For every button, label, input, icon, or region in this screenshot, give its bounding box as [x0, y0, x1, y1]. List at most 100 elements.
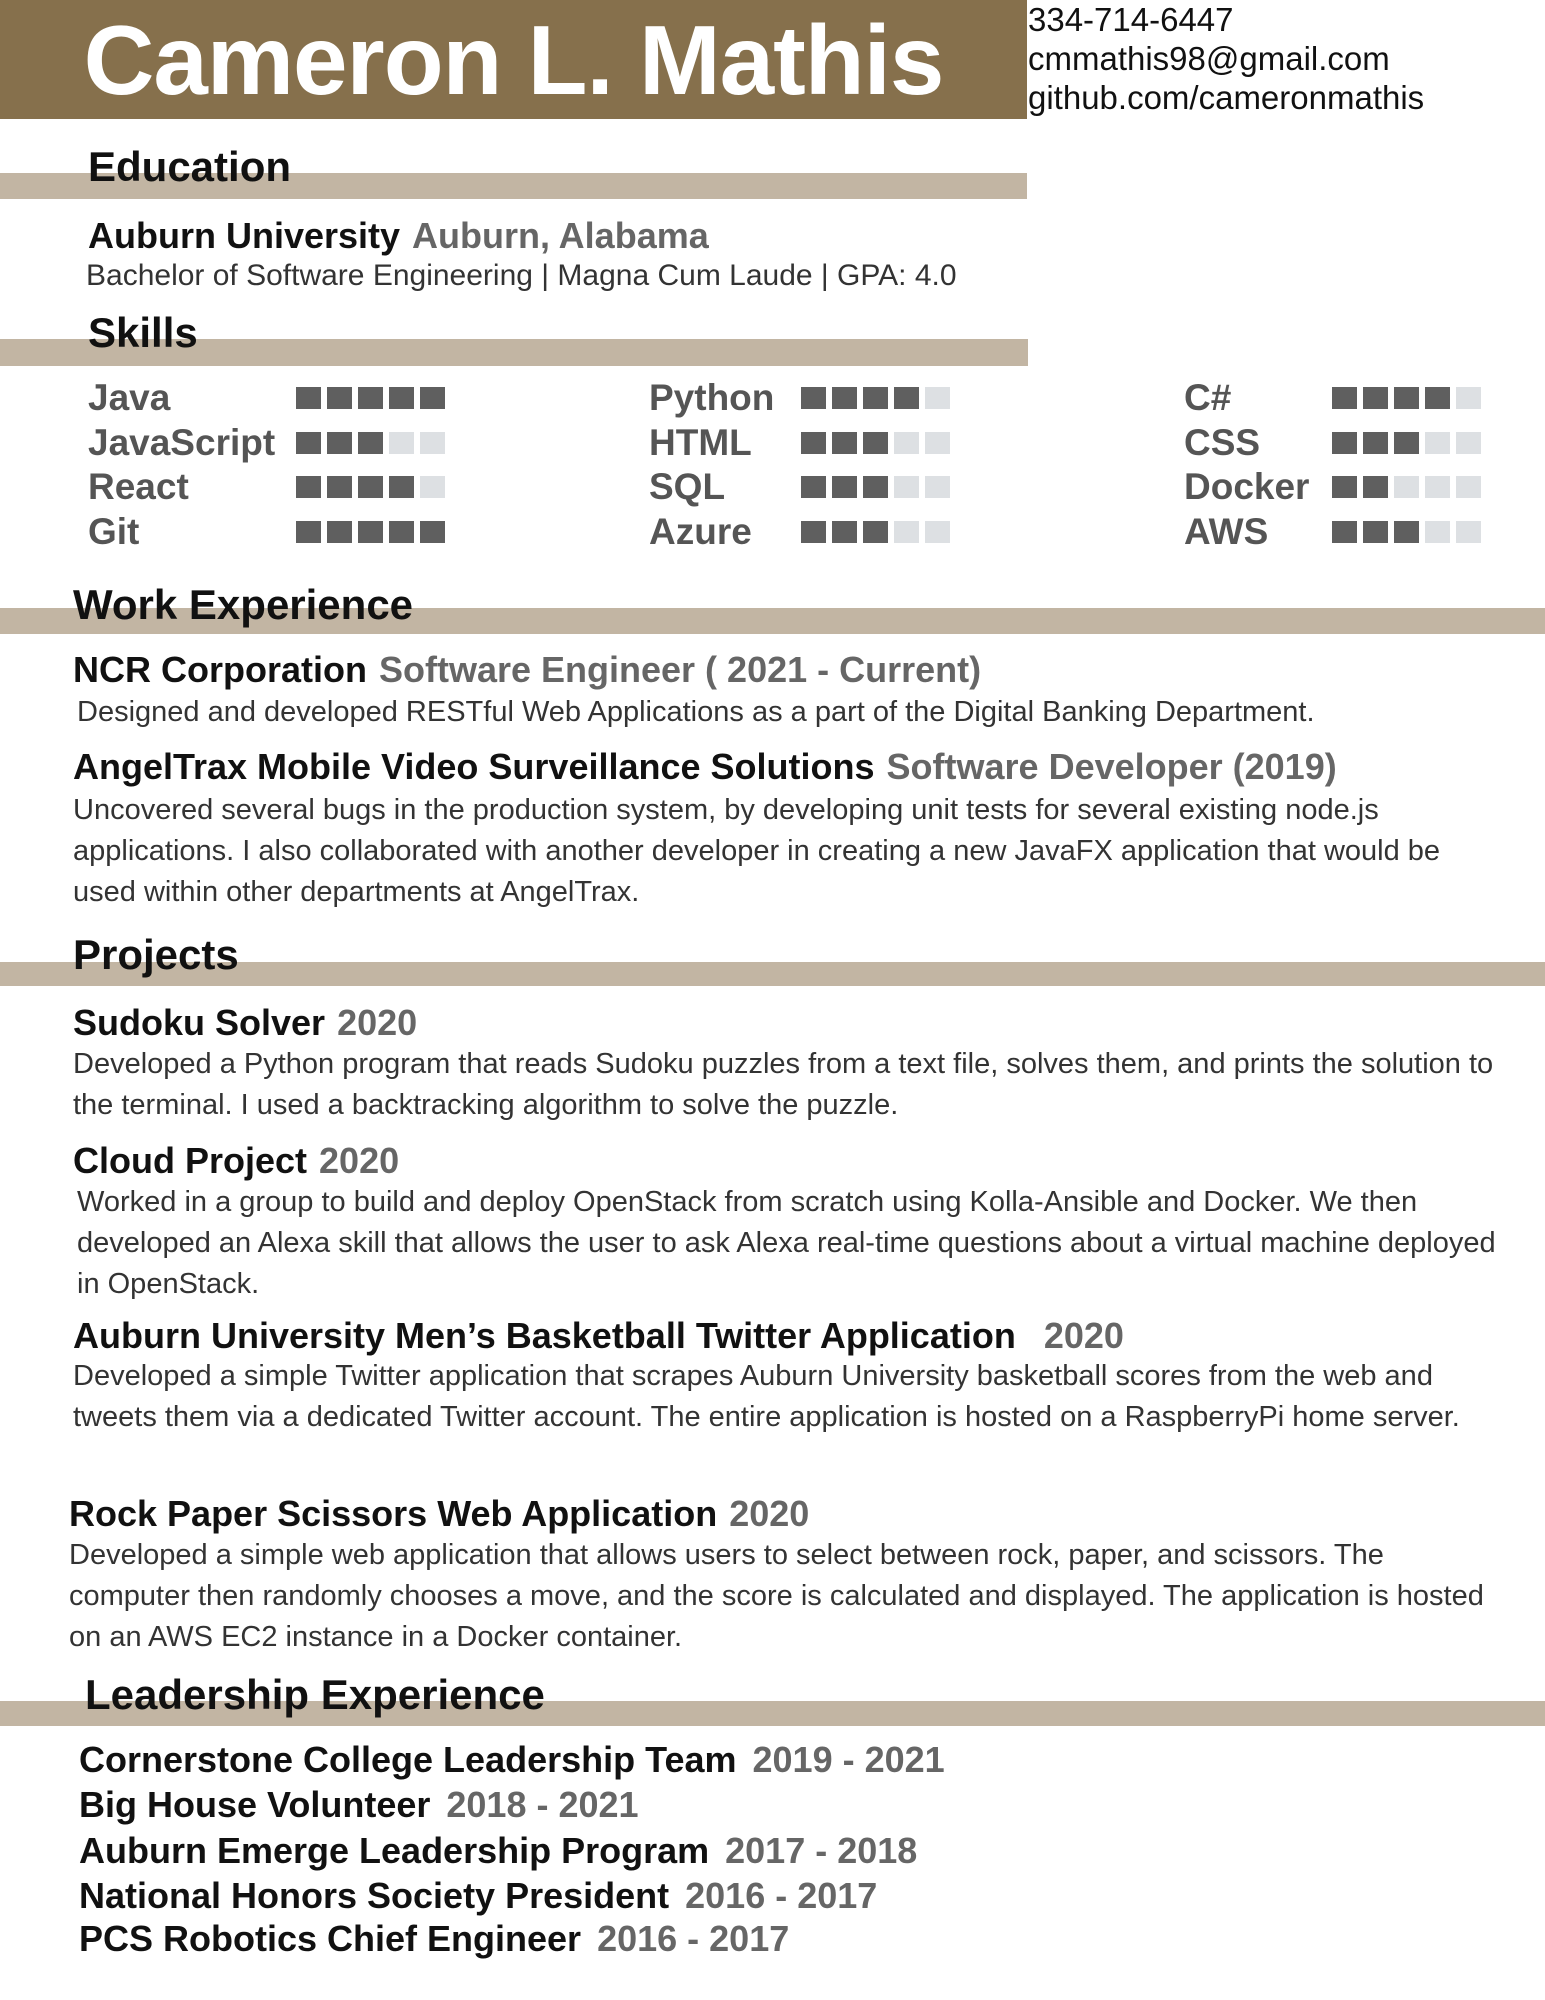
project-year: 2020: [337, 1002, 418, 1043]
leadership-item: PCS Robotics Chief Engineer 2016 - 2017: [79, 1917, 789, 1961]
role-title: Cornerstone College Leadership Team: [79, 1739, 737, 1780]
leadership-item: Auburn Emerge Leadership Program 2017 - 2…: [79, 1829, 917, 1873]
name: Cameron L. Mathis: [83, 5, 945, 115]
skill-box-filled: [801, 521, 826, 543]
section-heading: Education: [88, 143, 292, 190]
skill-box-empty: [925, 476, 950, 498]
skill-box-filled: [801, 432, 826, 454]
skill-box-filled: [832, 432, 857, 454]
project-name: Rock Paper Scissors Web Application: [69, 1493, 718, 1534]
skill-name: Azure: [649, 511, 752, 552]
project-name: Auburn University Men’s Basketball Twitt…: [73, 1315, 1016, 1356]
skill-box-filled: [389, 387, 414, 409]
section-heading: Leadership Experience: [85, 1671, 545, 1718]
skill-box-filled: [832, 521, 857, 543]
section-band: [0, 339, 1028, 366]
skill-box-filled: [1425, 387, 1450, 409]
section-band: [0, 1701, 1545, 1726]
skill-box-empty: [1456, 432, 1481, 454]
role: Software Engineer ( 2021 - Current): [378, 649, 982, 690]
job-title: AngelTrax Mobile Video Surveillance Solu…: [73, 745, 1337, 789]
leadership-item: Big House Volunteer 2018 - 2021: [79, 1783, 639, 1827]
skill-box-filled: [1394, 521, 1419, 543]
project-title: Cloud Project 2020: [73, 1139, 399, 1183]
skill-box-filled: [1394, 432, 1419, 454]
school-location: Auburn, Alabama: [412, 215, 709, 256]
skill-box-filled: [894, 387, 919, 409]
skill-box-empty: [1394, 476, 1419, 498]
skill-box-filled: [1363, 521, 1388, 543]
skill-box-empty: [925, 521, 950, 543]
skill-name: Java: [88, 377, 171, 418]
skill-box-empty: [894, 476, 919, 498]
skill-box-empty: [1456, 476, 1481, 498]
skill-box-filled: [296, 387, 321, 409]
skill-box-filled: [358, 432, 383, 454]
project-name: Cloud Project: [73, 1140, 308, 1181]
skill-box-filled: [832, 476, 857, 498]
role-years: 2017 - 2018: [725, 1830, 918, 1871]
school-name: Auburn University: [88, 215, 401, 256]
skill-box-filled: [389, 476, 414, 498]
skill-box-filled: [1332, 387, 1357, 409]
skill-name: Docker: [1184, 466, 1310, 507]
school: Auburn University Auburn, Alabama: [88, 214, 709, 258]
role-title: PCS Robotics Chief Engineer: [79, 1918, 582, 1959]
role-title: National Honors Society President: [79, 1875, 670, 1916]
skill-box-filled: [1332, 432, 1357, 454]
project-title: Rock Paper Scissors Web Application 2020: [69, 1492, 809, 1536]
project-year: 2020: [319, 1140, 400, 1181]
skill-box-filled: [296, 476, 321, 498]
project-title: Sudoku Solver 2020: [73, 1001, 417, 1045]
skill-box-filled: [832, 387, 857, 409]
skill-box-filled: [389, 521, 414, 543]
header-bar: [0, 0, 1027, 119]
skill-name: Git: [88, 511, 140, 552]
leadership-item: National Honors Society President 2016 - …: [79, 1874, 877, 1918]
skill-box-empty: [1456, 521, 1481, 543]
skill-box-empty: [925, 432, 950, 454]
role-years: 2018 - 2021: [446, 1784, 639, 1825]
skill-box-filled: [1363, 387, 1388, 409]
project-name: Sudoku Solver: [73, 1002, 326, 1043]
leadership-item: Cornerstone College Leadership Team 2019 …: [79, 1738, 945, 1782]
skill-name: Python: [649, 377, 775, 418]
role-title: Auburn Emerge Leadership Program: [79, 1830, 710, 1871]
section-band: [0, 962, 1545, 986]
skill-name: HTML: [649, 422, 752, 463]
skill-box-filled: [801, 476, 826, 498]
skill-box-filled: [1363, 432, 1388, 454]
skill-box-filled: [327, 432, 352, 454]
skill-box-filled: [327, 476, 352, 498]
skill-box-filled: [420, 521, 445, 543]
section-band: [0, 608, 1545, 634]
project-description: Developed a simple Twitter application t…: [73, 1360, 1460, 1433]
skill-box-filled: [420, 387, 445, 409]
skill-box-filled: [863, 387, 888, 409]
project-year: 2020: [1043, 1315, 1124, 1356]
skill-name: C#: [1184, 377, 1232, 418]
skill-box-empty: [1456, 387, 1481, 409]
skill-box-filled: [863, 432, 888, 454]
skill-box-filled: [1394, 387, 1419, 409]
skill-box-empty: [894, 521, 919, 543]
skill-box-empty: [894, 432, 919, 454]
role-years: 2016 - 2017: [685, 1875, 878, 1916]
phone: 334-714-6447: [1028, 1, 1234, 38]
company: NCR Corporation: [73, 649, 367, 690]
skill-box-empty: [389, 432, 414, 454]
project-year: 2020: [729, 1493, 810, 1534]
skill-box-filled: [1332, 476, 1357, 498]
github: github.com/cameronmathis: [1028, 79, 1425, 116]
email: cmmathis98@gmail.com: [1028, 40, 1390, 77]
skill-box-filled: [863, 521, 888, 543]
skill-name: CSS: [1184, 422, 1261, 463]
skill-box-filled: [296, 432, 321, 454]
skill-box-filled: [358, 387, 383, 409]
skill-box-empty: [1425, 432, 1450, 454]
section-heading: Skills: [88, 309, 198, 356]
skill-box-filled: [863, 476, 888, 498]
skill-box-filled: [296, 521, 321, 543]
section-heading: Projects: [73, 931, 239, 978]
skill-box-filled: [358, 521, 383, 543]
